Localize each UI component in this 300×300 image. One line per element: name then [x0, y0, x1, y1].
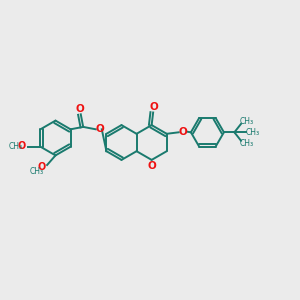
- Text: CH₃: CH₃: [246, 128, 260, 137]
- Text: O: O: [76, 104, 85, 114]
- Text: O: O: [37, 162, 45, 172]
- Text: O: O: [96, 124, 104, 134]
- Text: O: O: [147, 161, 156, 171]
- Text: CH₃: CH₃: [239, 139, 254, 148]
- Text: O: O: [149, 102, 158, 112]
- Text: CH₃: CH₃: [29, 167, 44, 176]
- Text: CH₃: CH₃: [8, 142, 22, 151]
- Text: O: O: [178, 127, 187, 137]
- Text: O: O: [17, 141, 26, 152]
- Text: CH₃: CH₃: [239, 117, 254, 126]
